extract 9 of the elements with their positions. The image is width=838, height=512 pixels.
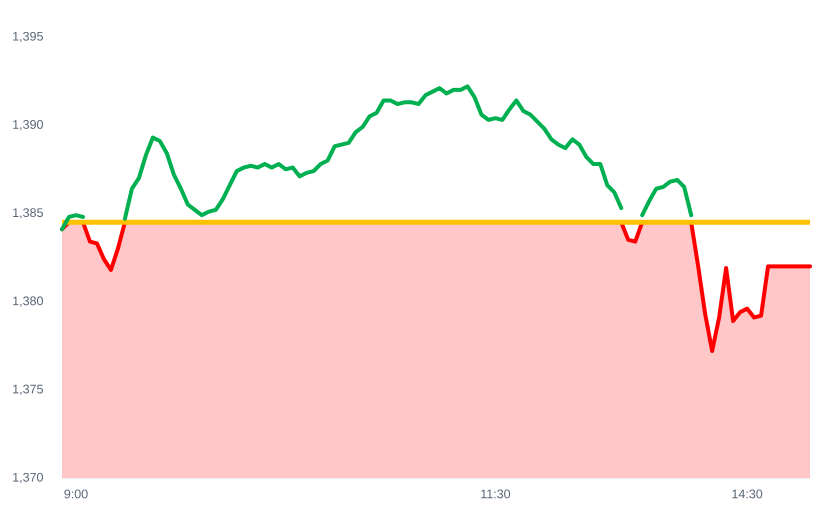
x-tick-label: 9:00 [64, 490, 88, 498]
x-tick-label: 14:30 [732, 490, 762, 498]
y-tick-label: 1,375 [13, 384, 43, 395]
y-tick-label: 1,390 [13, 120, 43, 130]
y-tick-label: 1,395 [13, 32, 43, 42]
y-tick-label: 1,380 [13, 296, 43, 307]
x-tick-label: 11:30 [481, 490, 510, 498]
y-tick-label: 1,370 [13, 472, 43, 484]
y-tick-label: 1,385 [13, 208, 43, 219]
